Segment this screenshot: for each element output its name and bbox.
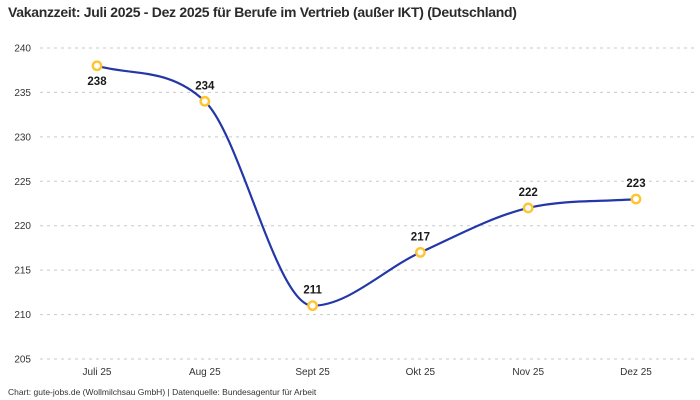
y-tick-label: 230 (14, 132, 31, 143)
x-tick-label: Dez 25 (620, 367, 652, 378)
data-point-label: 238 (87, 76, 107, 88)
data-point-marker (199, 95, 211, 107)
data-point-marker (414, 246, 426, 258)
x-tick-label: Nov 25 (512, 367, 544, 378)
data-point-label: 234 (195, 80, 215, 92)
data-point-label: 211 (303, 285, 322, 297)
data-point-marker (307, 300, 318, 312)
x-tick-label: Juli 25 (83, 367, 112, 378)
y-tick-label: 210 (14, 310, 31, 321)
data-point-marker (522, 202, 534, 214)
data-point-marker (91, 60, 103, 72)
chart-source-credit: Chart: gute-jobs.de (Wollmilchsau GmbH) … (8, 387, 317, 397)
y-tick-label: 240 (14, 44, 31, 55)
data-point-label: 217 (411, 231, 430, 243)
data-point-label: 223 (626, 178, 645, 190)
data-point-label: 222 (519, 187, 538, 199)
y-tick-label: 220 (14, 221, 31, 232)
y-tick-label: 205 (14, 355, 31, 366)
chart-title: Vakanzzeit: Juli 2025 - Dez 2025 für Ber… (8, 4, 517, 20)
series-line (95, 64, 638, 307)
data-point-marker (630, 193, 642, 205)
y-tick-label: 215 (14, 266, 31, 277)
x-tick-label: Okt 25 (406, 367, 436, 378)
y-tick-label: 225 (14, 177, 31, 188)
x-tick-label: Sept 25 (295, 367, 330, 378)
x-tick-label: Aug 25 (189, 367, 221, 378)
y-tick-label: 235 (14, 88, 31, 99)
